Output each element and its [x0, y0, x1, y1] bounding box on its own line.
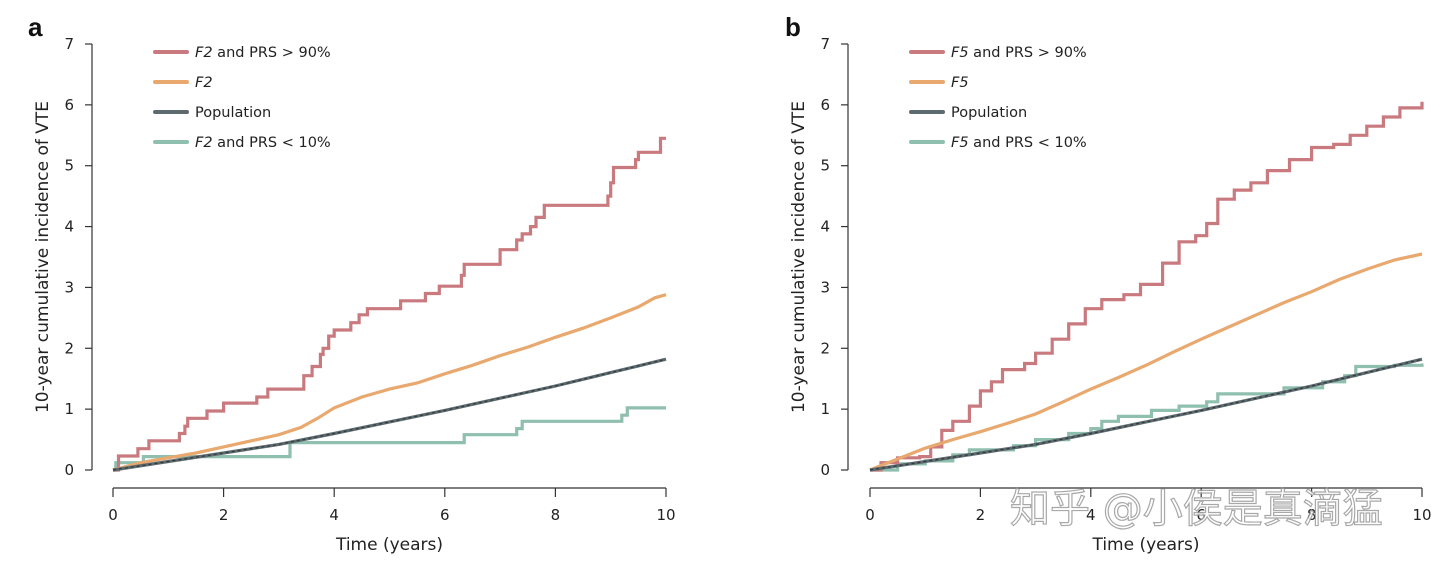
legend-item: Population	[153, 105, 271, 121]
legend-item: F2	[153, 75, 213, 91]
series-line-f2	[112, 293, 667, 472]
panel-b: b 0 1 2 3 4 5 6 7 0 2 4 6 8 10 Time (years) 10-year cum…	[785, 12, 1432, 555]
y-tick-label: 1	[64, 400, 74, 418]
legend-a: F2 and PRS > 90% F2 Population F2 and PRS <…	[153, 45, 331, 151]
legend-label: F5 and PRS > 90%	[951, 45, 1087, 61]
legend-label: Population	[951, 105, 1027, 121]
series-line-population-dash	[869, 358, 1423, 471]
y-tick-label: 0	[64, 461, 74, 479]
y-tick-label: 5	[64, 157, 74, 175]
legend-label: F2 and PRS < 10%	[195, 135, 331, 151]
panel-label-b: b	[785, 12, 801, 42]
x-tick-label: 6	[440, 506, 450, 524]
legend-item: F5 and PRS > 90%	[909, 45, 1087, 61]
series-layer-a	[112, 136, 667, 472]
x-axis-title: Time (years)	[335, 535, 443, 555]
watermark-text: 知乎 @小侯是真滴猛	[1010, 486, 1383, 532]
legend-item: F5 and PRS < 10%	[909, 135, 1087, 151]
y-tick-label: 1	[820, 400, 830, 418]
x-tick-label: 0	[108, 506, 118, 524]
legend-item: F2 and PRS > 90%	[153, 45, 331, 61]
legend-b: F5 and PRS > 90% F5 Population F5 and PRS <…	[909, 45, 1087, 151]
x-tick-label: 8	[551, 506, 561, 524]
y-tick-label: 6	[820, 96, 830, 114]
series-line-f5-and-prs-90	[870, 101, 1424, 472]
x-tick-label: 10	[656, 506, 675, 524]
series-line-f2-and-prs-90	[113, 136, 666, 472]
legend-item: Population	[909, 105, 1027, 121]
series-line-population-dash	[112, 358, 667, 471]
x-tick-label: 10	[1412, 506, 1431, 524]
legend-label: Population	[195, 105, 271, 121]
x-tick-label: 0	[865, 506, 875, 524]
y-tick-label: 6	[64, 96, 74, 114]
y-tick-label: 3	[64, 278, 74, 296]
y-tick-label: 2	[64, 339, 74, 357]
series-layer-b	[869, 101, 1424, 472]
x-tick-label: 2	[976, 506, 986, 524]
legend-item: F5	[909, 75, 969, 91]
y-tick-label: 7	[64, 35, 74, 53]
x-tick-label: 4	[1086, 506, 1096, 524]
legend-item: F2 and PRS < 10%	[153, 135, 331, 151]
legend-label: F5 and PRS < 10%	[951, 135, 1087, 151]
panel-label-a: a	[28, 12, 43, 42]
y-axis-title: 10-year cumulative incidence of VTE	[789, 101, 809, 413]
y-tick-label: 5	[820, 157, 830, 175]
y-tick-label: 0	[820, 461, 830, 479]
x-tick-label: 8	[1307, 506, 1317, 524]
y-tick-label: 4	[64, 218, 74, 236]
y-tick-label: 7	[820, 35, 830, 53]
axes-a: 0 1 2 3 4 5 6 7 0 2 4 6 8 10 Time (years) 10-year cumul…	[33, 35, 676, 555]
series-line-f5	[869, 252, 1423, 472]
y-tick-label: 2	[820, 339, 830, 357]
y-tick-label: 3	[820, 278, 830, 296]
legend-label: F2	[195, 75, 213, 91]
legend-label: F2 and PRS > 90%	[195, 45, 331, 61]
x-tick-label: 6	[1196, 506, 1206, 524]
x-axis-title: Time (years)	[1091, 535, 1199, 555]
x-tick-label: 4	[329, 506, 339, 524]
x-tick-label: 2	[219, 506, 229, 524]
legend-label: F5	[951, 75, 969, 91]
panel-a: a 0 1 2 3 4 5 6 7 0 2 4 6 8 10 Time (years) 10-year cum…	[28, 12, 676, 555]
y-tick-label: 4	[820, 218, 830, 236]
axes-b: 0 1 2 3 4 5 6 7 0 2 4 6 8 10 Time (years) 10-year cumul…	[789, 35, 1432, 555]
y-axis-title: 10-year cumulative incidence of VTE	[33, 101, 53, 413]
